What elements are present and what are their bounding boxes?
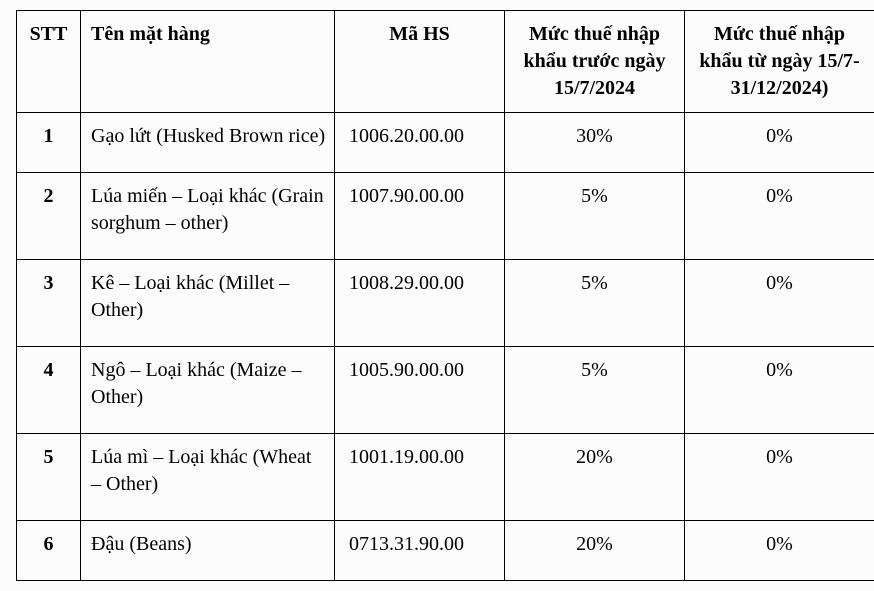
col-code: Mã HS: [335, 11, 505, 113]
cell-code: 1001.19.00.00: [335, 434, 505, 521]
cell-after: 0%: [685, 347, 874, 434]
cell-name: Ngô – Loại khác (Maize – Other): [81, 347, 335, 434]
cell-name: Gạo lứt (Husked Brown rice): [81, 113, 335, 173]
table-row: 1 Gạo lứt (Husked Brown rice) 1006.20.00…: [17, 113, 874, 173]
cell-code: 0713.31.90.00: [335, 521, 505, 581]
col-stt: STT: [17, 11, 81, 113]
cell-name: Đậu (Beans): [81, 521, 335, 581]
table-row: 5 Lúa mì – Loại khác (Wheat – Other) 100…: [17, 434, 874, 521]
cell-stt: 6: [17, 521, 81, 581]
col-before: Mức thuế nhập khẩu trước ngày 15/7/2024: [505, 11, 685, 113]
cell-before: 5%: [505, 347, 685, 434]
tariff-table: STT Tên mặt hàng Mã HS Mức thuế nhập khẩ…: [16, 10, 874, 581]
cell-after: 0%: [685, 173, 874, 260]
cell-code: 1007.90.00.00: [335, 173, 505, 260]
cell-before: 20%: [505, 521, 685, 581]
table-row: 6 Đậu (Beans) 0713.31.90.00 20% 0%: [17, 521, 874, 581]
cell-stt: 1: [17, 113, 81, 173]
cell-before: 5%: [505, 173, 685, 260]
table-row: 4 Ngô – Loại khác (Maize – Other) 1005.9…: [17, 347, 874, 434]
cell-stt: 4: [17, 347, 81, 434]
cell-stt: 2: [17, 173, 81, 260]
cell-name: Lúa miến – Loại khác (Grain sorghum – ot…: [81, 173, 335, 260]
cell-code: 1008.29.00.00: [335, 260, 505, 347]
cell-before: 5%: [505, 260, 685, 347]
cell-name: Kê – Loại khác (Millet – Other): [81, 260, 335, 347]
cell-code: 1005.90.00.00: [335, 347, 505, 434]
cell-after: 0%: [685, 521, 874, 581]
table-header-row: STT Tên mặt hàng Mã HS Mức thuế nhập khẩ…: [17, 11, 874, 113]
col-name: Tên mặt hàng: [81, 11, 335, 113]
table-row: 2 Lúa miến – Loại khác (Grain sorghum – …: [17, 173, 874, 260]
col-after: Mức thuế nhập khẩu từ ngày 15/7-31/12/20…: [685, 11, 874, 113]
cell-after: 0%: [685, 260, 874, 347]
table-container: STT Tên mặt hàng Mã HS Mức thuế nhập khẩ…: [0, 0, 874, 591]
cell-after: 0%: [685, 113, 874, 173]
cell-before: 30%: [505, 113, 685, 173]
cell-before: 20%: [505, 434, 685, 521]
cell-name: Lúa mì – Loại khác (Wheat – Other): [81, 434, 335, 521]
cell-after: 0%: [685, 434, 874, 521]
table-row: 3 Kê – Loại khác (Millet – Other) 1008.2…: [17, 260, 874, 347]
cell-stt: 3: [17, 260, 81, 347]
cell-stt: 5: [17, 434, 81, 521]
cell-code: 1006.20.00.00: [335, 113, 505, 173]
